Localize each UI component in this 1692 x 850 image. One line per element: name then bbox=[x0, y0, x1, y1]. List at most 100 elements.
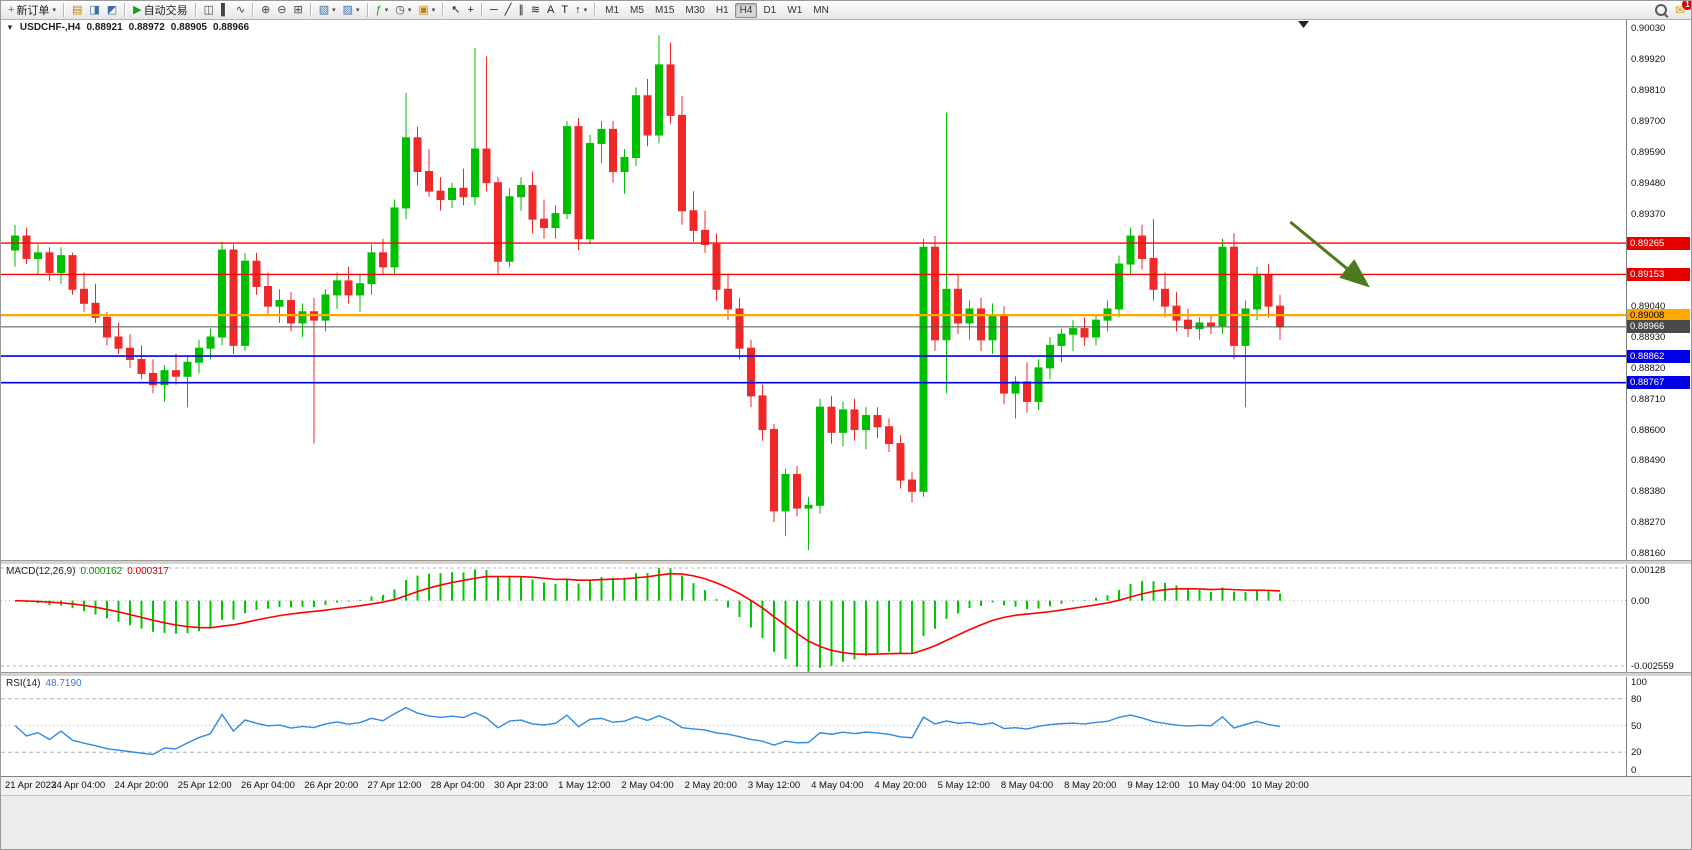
navigator-icon[interactable]: ◩ bbox=[104, 2, 120, 18]
price-chart-pane: 0.90030 0.89920 0.89810 0.89700 0.89590 0.894… bbox=[1, 20, 1691, 560]
rsi-axis[interactable]: 100 80 50 20 0 bbox=[1626, 677, 1691, 776]
horizontal-line-icon[interactable]: ─ bbox=[487, 2, 501, 18]
candle-body bbox=[114, 336, 123, 349]
price-axis[interactable]: 0.90030 0.89920 0.89810 0.89700 0.89590 0.894… bbox=[1626, 20, 1691, 560]
candle-body bbox=[183, 361, 192, 377]
arrows-tool-icon[interactable]: ↑ ▾ bbox=[572, 2, 590, 18]
time-axis-label: 1 May 12:00 bbox=[558, 780, 611, 791]
price-tick-label: 0.89040 bbox=[1631, 301, 1666, 313]
line-chart-icon[interactable]: ∿ bbox=[233, 2, 248, 18]
fibonacci-icon[interactable]: ≋ bbox=[528, 2, 543, 18]
candle-body bbox=[689, 210, 698, 231]
candle-body bbox=[839, 409, 847, 433]
profiles-icon[interactable]: ▨ ▾ bbox=[340, 2, 363, 18]
pane-splitter[interactable] bbox=[1, 672, 1691, 677]
time-axis-label: 10 May 20:00 bbox=[1251, 780, 1309, 791]
templates-icon[interactable]: ▣ ▾ bbox=[415, 2, 438, 18]
time-axis[interactable]: 21 Apr 2023 24 Apr 04:00 24 Apr 20:00 25 Ap… bbox=[1, 776, 1691, 795]
cursor-icon: ↖ bbox=[451, 4, 461, 16]
crosshair-icon[interactable]: + bbox=[464, 2, 476, 18]
candlestick-chart-icon[interactable]: ▌ bbox=[218, 2, 232, 18]
chart-shift-marker[interactable] bbox=[1298, 21, 1309, 28]
chevron-down-icon: ▾ bbox=[384, 7, 389, 14]
price-tick-label: 0.88710 bbox=[1631, 393, 1666, 405]
chart-dropdown-icon[interactable]: ▼ bbox=[6, 23, 14, 32]
chart-symbol-period: USDCHF-,H4 bbox=[19, 22, 81, 33]
timeframe-m5[interactable]: M5 bbox=[630, 4, 644, 16]
ohlc-high: 0.88972 bbox=[128, 22, 165, 33]
macd-axis[interactable]: 0.00128 0.00 -0.002559 bbox=[1626, 565, 1691, 672]
candle-body bbox=[126, 347, 134, 360]
notification-badge: 1 bbox=[1682, 1, 1691, 10]
toolbar-separator bbox=[124, 3, 127, 17]
new-chart-icon[interactable]: ▧ ▾ bbox=[316, 2, 339, 18]
candle-body bbox=[229, 249, 238, 346]
zoom-in-icon: ⊕ bbox=[261, 4, 271, 16]
candle-body bbox=[528, 185, 537, 220]
rsi-value: 48.7190 bbox=[45, 678, 82, 689]
periods-icon[interactable]: ◷ ▾ bbox=[392, 2, 414, 18]
tile-windows-icon[interactable]: ⊞ bbox=[291, 2, 306, 18]
candle-body bbox=[436, 190, 445, 201]
data-window-icon[interactable]: ◨ bbox=[86, 2, 102, 18]
candle-body bbox=[1069, 328, 1077, 335]
macd-plot[interactable] bbox=[1, 565, 1626, 672]
text-label-icon[interactable]: T bbox=[558, 2, 571, 18]
price-tick-label: 0.89590 bbox=[1631, 146, 1666, 158]
time-axis-label: 26 Apr 04:00 bbox=[241, 780, 295, 791]
candle-body bbox=[1161, 288, 1169, 307]
cursor-icon[interactable]: ↖ bbox=[448, 2, 463, 18]
indicators-icon[interactable]: ƒ ▾ bbox=[373, 2, 392, 18]
timeframe-m1[interactable]: M1 bbox=[605, 4, 620, 16]
macd-axis-label: 0.00 bbox=[1631, 595, 1650, 607]
timeframe-w1[interactable]: W1 bbox=[787, 4, 803, 16]
bar-chart-icon[interactable]: ◫ bbox=[201, 2, 217, 18]
chevron-down-icon: ▾ bbox=[583, 7, 588, 14]
notifications-icon[interactable]: ✉ 1 bbox=[1675, 1, 1691, 17]
price-tick-label: 0.88490 bbox=[1631, 455, 1666, 467]
time-axis-label: 8 May 20:00 bbox=[1064, 780, 1117, 791]
timeframe-h4[interactable]: H4 bbox=[734, 2, 758, 18]
zoom-in-icon[interactable]: ⊕ bbox=[258, 2, 273, 18]
candle-body bbox=[425, 170, 433, 192]
market-watch-icon[interactable]: ▤ bbox=[69, 2, 85, 18]
auto-trading-button[interactable]: ▶ 自动交易 bbox=[130, 2, 190, 18]
new-order-button[interactable]: + 新订单 ▾ bbox=[5, 2, 59, 18]
candle-body bbox=[402, 137, 410, 209]
auto-trading-icon: ▶ bbox=[133, 4, 142, 16]
price-tick-label: 0.89920 bbox=[1631, 54, 1666, 66]
pane-splitter[interactable] bbox=[1, 560, 1691, 565]
candle-body bbox=[816, 406, 824, 506]
timeframe-mn[interactable]: MN bbox=[813, 4, 829, 16]
timeframe-h1[interactable]: H1 bbox=[715, 4, 729, 16]
candle-body bbox=[781, 473, 790, 512]
text-icon[interactable]: A bbox=[544, 2, 557, 18]
zoom-out-icon[interactable]: ⊖ bbox=[274, 2, 289, 18]
rsi-pane: 100 80 50 20 0 RSI(14) 48.7190 bbox=[1, 677, 1691, 776]
candle-body bbox=[1011, 381, 1020, 394]
candle-body bbox=[873, 415, 882, 428]
price-badge: 0.89008 bbox=[1627, 308, 1690, 322]
candle-body bbox=[885, 426, 893, 445]
toolbar-separator bbox=[480, 3, 483, 17]
timeframe-m15[interactable]: M15 bbox=[654, 4, 675, 16]
rsi-plot[interactable] bbox=[1, 677, 1626, 776]
main-toolbar: + 新订单 ▾ ▤ ◨ ◩ ▶ 自动交易 ◫ ▌ ∿ ⊕ ⊖ ⊞ ▧ ▾ ▨ ▾ ƒ ▾ ◷ ▾ ▣ ▾ ↖ + ─ ╱ ∥ ≋ A T ↑ ▾ M… bbox=[1, 1, 1691, 20]
trendline-icon[interactable]: ╱ bbox=[502, 2, 515, 18]
candle-body bbox=[827, 406, 836, 433]
candle-body bbox=[459, 187, 468, 198]
toolbar-right-group: ✉ 1 bbox=[1654, 1, 1691, 17]
search-icon[interactable] bbox=[1654, 4, 1667, 16]
timeframe-d1[interactable]: D1 bbox=[763, 4, 777, 16]
equidistant-channel-icon[interactable]: ∥ bbox=[515, 2, 527, 18]
candle-body bbox=[287, 300, 295, 324]
bottom-filler bbox=[1, 795, 1691, 849]
trend-arrow-annotation[interactable] bbox=[1289, 220, 1370, 288]
candle-body bbox=[137, 358, 146, 374]
candle-body bbox=[655, 64, 663, 136]
timeframe-m30[interactable]: M30 bbox=[685, 4, 705, 16]
macd-main-value: 0.000162 bbox=[80, 566, 123, 577]
price-tick-label: 0.89480 bbox=[1631, 177, 1666, 189]
price-chart-plot[interactable] bbox=[1, 20, 1626, 560]
candle-body bbox=[1276, 305, 1284, 328]
